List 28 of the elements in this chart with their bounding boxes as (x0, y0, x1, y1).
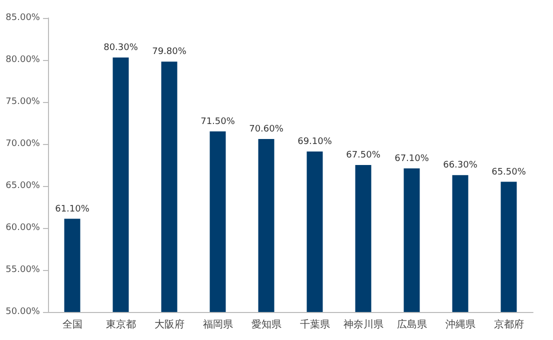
y-tick-label: 55.00% (6, 265, 40, 275)
y-tick-label: 65.00% (6, 181, 40, 191)
x-tick-label: 東京都 (106, 318, 136, 330)
x-tick-label: 千葉県 (300, 318, 330, 330)
x-tick-label: 広島県 (396, 318, 427, 330)
y-tick-label: 75.00% (6, 97, 40, 107)
y-tick-label: 70.00% (6, 139, 40, 149)
x-tick-label: 福岡県 (202, 318, 233, 330)
x-tick-label: 沖縄県 (445, 318, 476, 330)
x-tick-label: 全国 (62, 318, 82, 330)
data-label: 71.50% (200, 116, 236, 127)
x-tick-label: 大阪府 (154, 318, 184, 330)
y-tick-label: 50.00% (6, 307, 40, 317)
y-tick-label: 60.00% (6, 223, 40, 233)
x-tick-label: 神奈川県 (343, 318, 384, 330)
data-label: 80.30% (104, 42, 138, 53)
data-label: 67.10% (394, 154, 430, 164)
data-label: 69.10% (298, 137, 332, 148)
data-label: 61.10% (55, 204, 90, 214)
data-label: 79.80% (152, 47, 187, 58)
data-label: 70.60% (249, 124, 284, 134)
data-label: 67.50% (346, 150, 381, 160)
x-tick-label: 京都府 (494, 318, 524, 330)
data-label: 65.50% (492, 167, 526, 178)
data-label: 66.30% (443, 160, 478, 171)
y-tick-label: 80.00% (6, 55, 40, 65)
y-tick-label: 85.00% (6, 13, 40, 23)
x-tick-label: 愛知県 (251, 318, 282, 330)
